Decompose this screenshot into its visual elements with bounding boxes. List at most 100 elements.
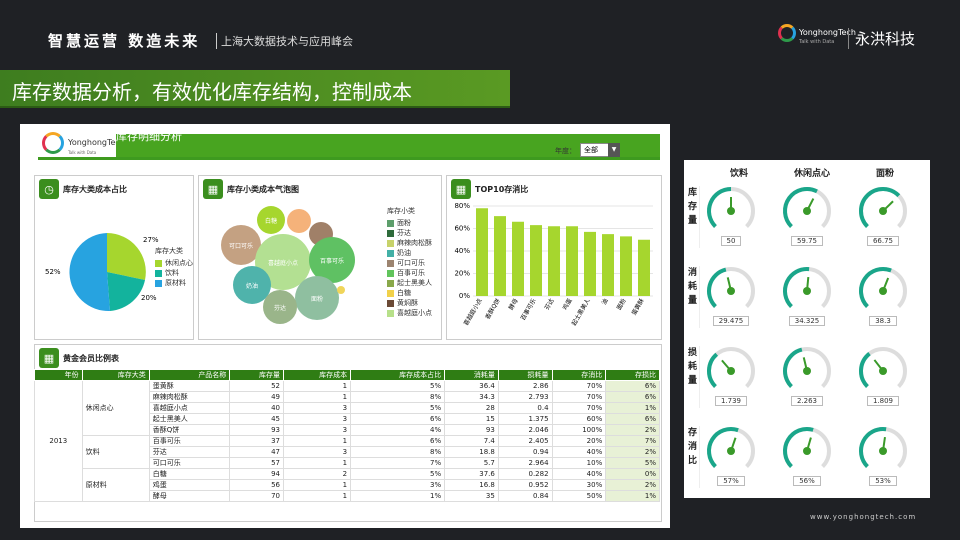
gauge-value-box: 59.75 (778, 236, 836, 246)
table-cell: 5% (605, 457, 660, 469)
bar (476, 208, 488, 296)
bubble-legend: 库存小类 面粉 芬达 麻辣肉松酥 奶油 可口可乐 百事可乐 起士黑美人 白糖 黄焖酥 喜越庭小点 (387, 206, 432, 318)
table-cell: 35 (444, 490, 499, 502)
table-title: 黄金会员比例表 (63, 353, 119, 363)
table-cell: 52 (229, 380, 285, 392)
table-cell: 百事可乐 (148, 435, 231, 447)
table-cell: 15 (444, 413, 499, 425)
gauge: 50 (702, 182, 760, 248)
top10-title: TOP10存消比 (475, 184, 529, 194)
table-cell: 4% (350, 424, 446, 436)
gauge-value: 1.739 (714, 396, 748, 406)
table-cell: 47 (229, 446, 285, 458)
table-header[interactable]: 存消比 (551, 369, 607, 381)
table-row: 酵母 70 1 1% 35 0.84 50% 1% (35, 490, 660, 502)
table-cell: 30% (551, 479, 607, 491)
legend-item: 白糖 (387, 288, 432, 298)
table-cell: 5.7 (444, 457, 499, 469)
table-header[interactable]: 库存成本占比 (350, 369, 446, 381)
gauge-value-box: 2.263 (778, 396, 836, 406)
gauge-value: 59.75 (790, 236, 824, 246)
table-cell: 0.4 (497, 402, 553, 414)
table-cell: 酵母 (148, 490, 231, 502)
table-cell: 3 (283, 402, 352, 414)
table-cell: 37 (229, 435, 285, 447)
table-header[interactable]: 消耗量 (444, 369, 499, 381)
gauge-fill (859, 352, 871, 388)
gauge-value: 56% (793, 476, 821, 486)
table-cell: 香酥Q饼 (148, 424, 231, 436)
table-cell: 40 (229, 402, 285, 414)
gauge-hub (727, 367, 735, 375)
table-cell: 56 (229, 479, 285, 491)
gauge-value-box: 1.739 (702, 396, 760, 406)
table-header[interactable]: 产品名称 (148, 369, 231, 381)
bubble-card: ▦ 库存小类成本气泡图 白糖 可口可乐 喜越庭小点 百事可乐 奶油 面粉 芬达 库… (198, 175, 442, 340)
table-cell: 0.282 (497, 468, 553, 480)
gauge-fill (707, 352, 719, 388)
table-row: 饮料 百事可乐 37 1 6% 7.4 2.405 20% 7% (35, 435, 660, 469)
bar (620, 236, 632, 296)
gauge-row-label: 库存量 (686, 186, 700, 248)
gauge-value: 53% (869, 476, 897, 486)
gauge-value: 29.475 (712, 316, 750, 326)
table-cell: 2.964 (497, 457, 553, 469)
gauge-col-header: 饮料 (730, 169, 749, 179)
legend-item: 休闲点心 (155, 258, 193, 268)
gauge-value-box: 1.809 (854, 396, 912, 406)
inventory-dashboard: YonghongTech Talk with Data 库存明细分析 年度： 全… (20, 124, 670, 528)
gauge-row-label: 损耗量 (686, 346, 700, 408)
x-tick-label: 百事可乐 (519, 297, 538, 322)
table-header[interactable]: 库存量 (229, 369, 285, 381)
gauge-hub (879, 447, 887, 455)
table-cell: 1 (283, 490, 352, 502)
legend-item: 百事可乐 (387, 268, 432, 278)
gauge-value: 1.809 (866, 396, 900, 406)
footer-url: www.yonghongtech.com (810, 513, 917, 521)
legend-item: 奶油 (387, 248, 432, 258)
pie-slice-raw (69, 233, 110, 312)
table-cell: 6% (350, 435, 446, 447)
gauge-hub (879, 367, 887, 375)
bar (548, 226, 560, 296)
brand-name-en: YonghongTech (799, 28, 856, 37)
table-cell: 8% (350, 391, 446, 403)
dashboard-logo-text: YonghongTech (68, 138, 125, 147)
table-cell: 94 (229, 468, 285, 480)
table-header[interactable]: 存损比 (605, 369, 660, 381)
chevron-down-icon[interactable]: ▼ (608, 143, 620, 157)
table-cell: 1% (350, 490, 446, 502)
x-tick-label: 香酥Q饼 (483, 297, 501, 321)
legend-item: 可口可乐 (387, 258, 432, 268)
table-header[interactable]: 损耗量 (497, 369, 553, 381)
pie-slice-snacks (107, 233, 146, 280)
table-row: 原材料 白糖 94 2 5% 37.6 0.282 40% 0% (35, 468, 660, 502)
legend-item: 面粉 (387, 218, 432, 228)
gauge-col-header: 休闲点心 (794, 169, 831, 179)
table-cell: 40% (551, 468, 607, 480)
bubble (287, 209, 311, 233)
table-cell: 70% (551, 380, 607, 392)
table-cell: 2.86 (497, 380, 553, 392)
table-cell: 40% (551, 446, 607, 458)
gauge-value-box: 57% (702, 476, 760, 486)
table-header[interactable]: 年份 (34, 369, 83, 381)
gauge: 1.739 (702, 342, 760, 408)
table-cell: 45 (229, 413, 285, 425)
grid-icon: ▦ (451, 179, 471, 199)
table-cell: 34.3 (444, 391, 499, 403)
table-cell: 70 (229, 490, 285, 502)
dashboard-logo-icon (42, 132, 64, 154)
table-cell: 37.6 (444, 468, 499, 480)
gauge-value-box: 53% (854, 476, 912, 486)
table-cell: 0.94 (497, 446, 553, 458)
gauge-value: 66.75 (866, 236, 900, 246)
table-row: 喜越庭小点 40 3 5% 28 0.4 70% 1% (35, 402, 660, 414)
bubble-legend-title: 库存小类 (387, 207, 415, 215)
gauge-hub (803, 447, 811, 455)
grid-icon: ▦ (203, 179, 223, 199)
gauge-value: 57% (717, 476, 745, 486)
section-title-band: 库存数据分析，有效优化库存结构，控制成本 (0, 70, 510, 108)
table-header[interactable]: 库存大类 (81, 369, 150, 381)
table-header[interactable]: 库存成本 (283, 369, 352, 381)
